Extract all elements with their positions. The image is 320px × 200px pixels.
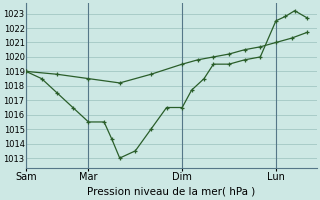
X-axis label: Pression niveau de la mer( hPa ): Pression niveau de la mer( hPa ) [87,187,255,197]
